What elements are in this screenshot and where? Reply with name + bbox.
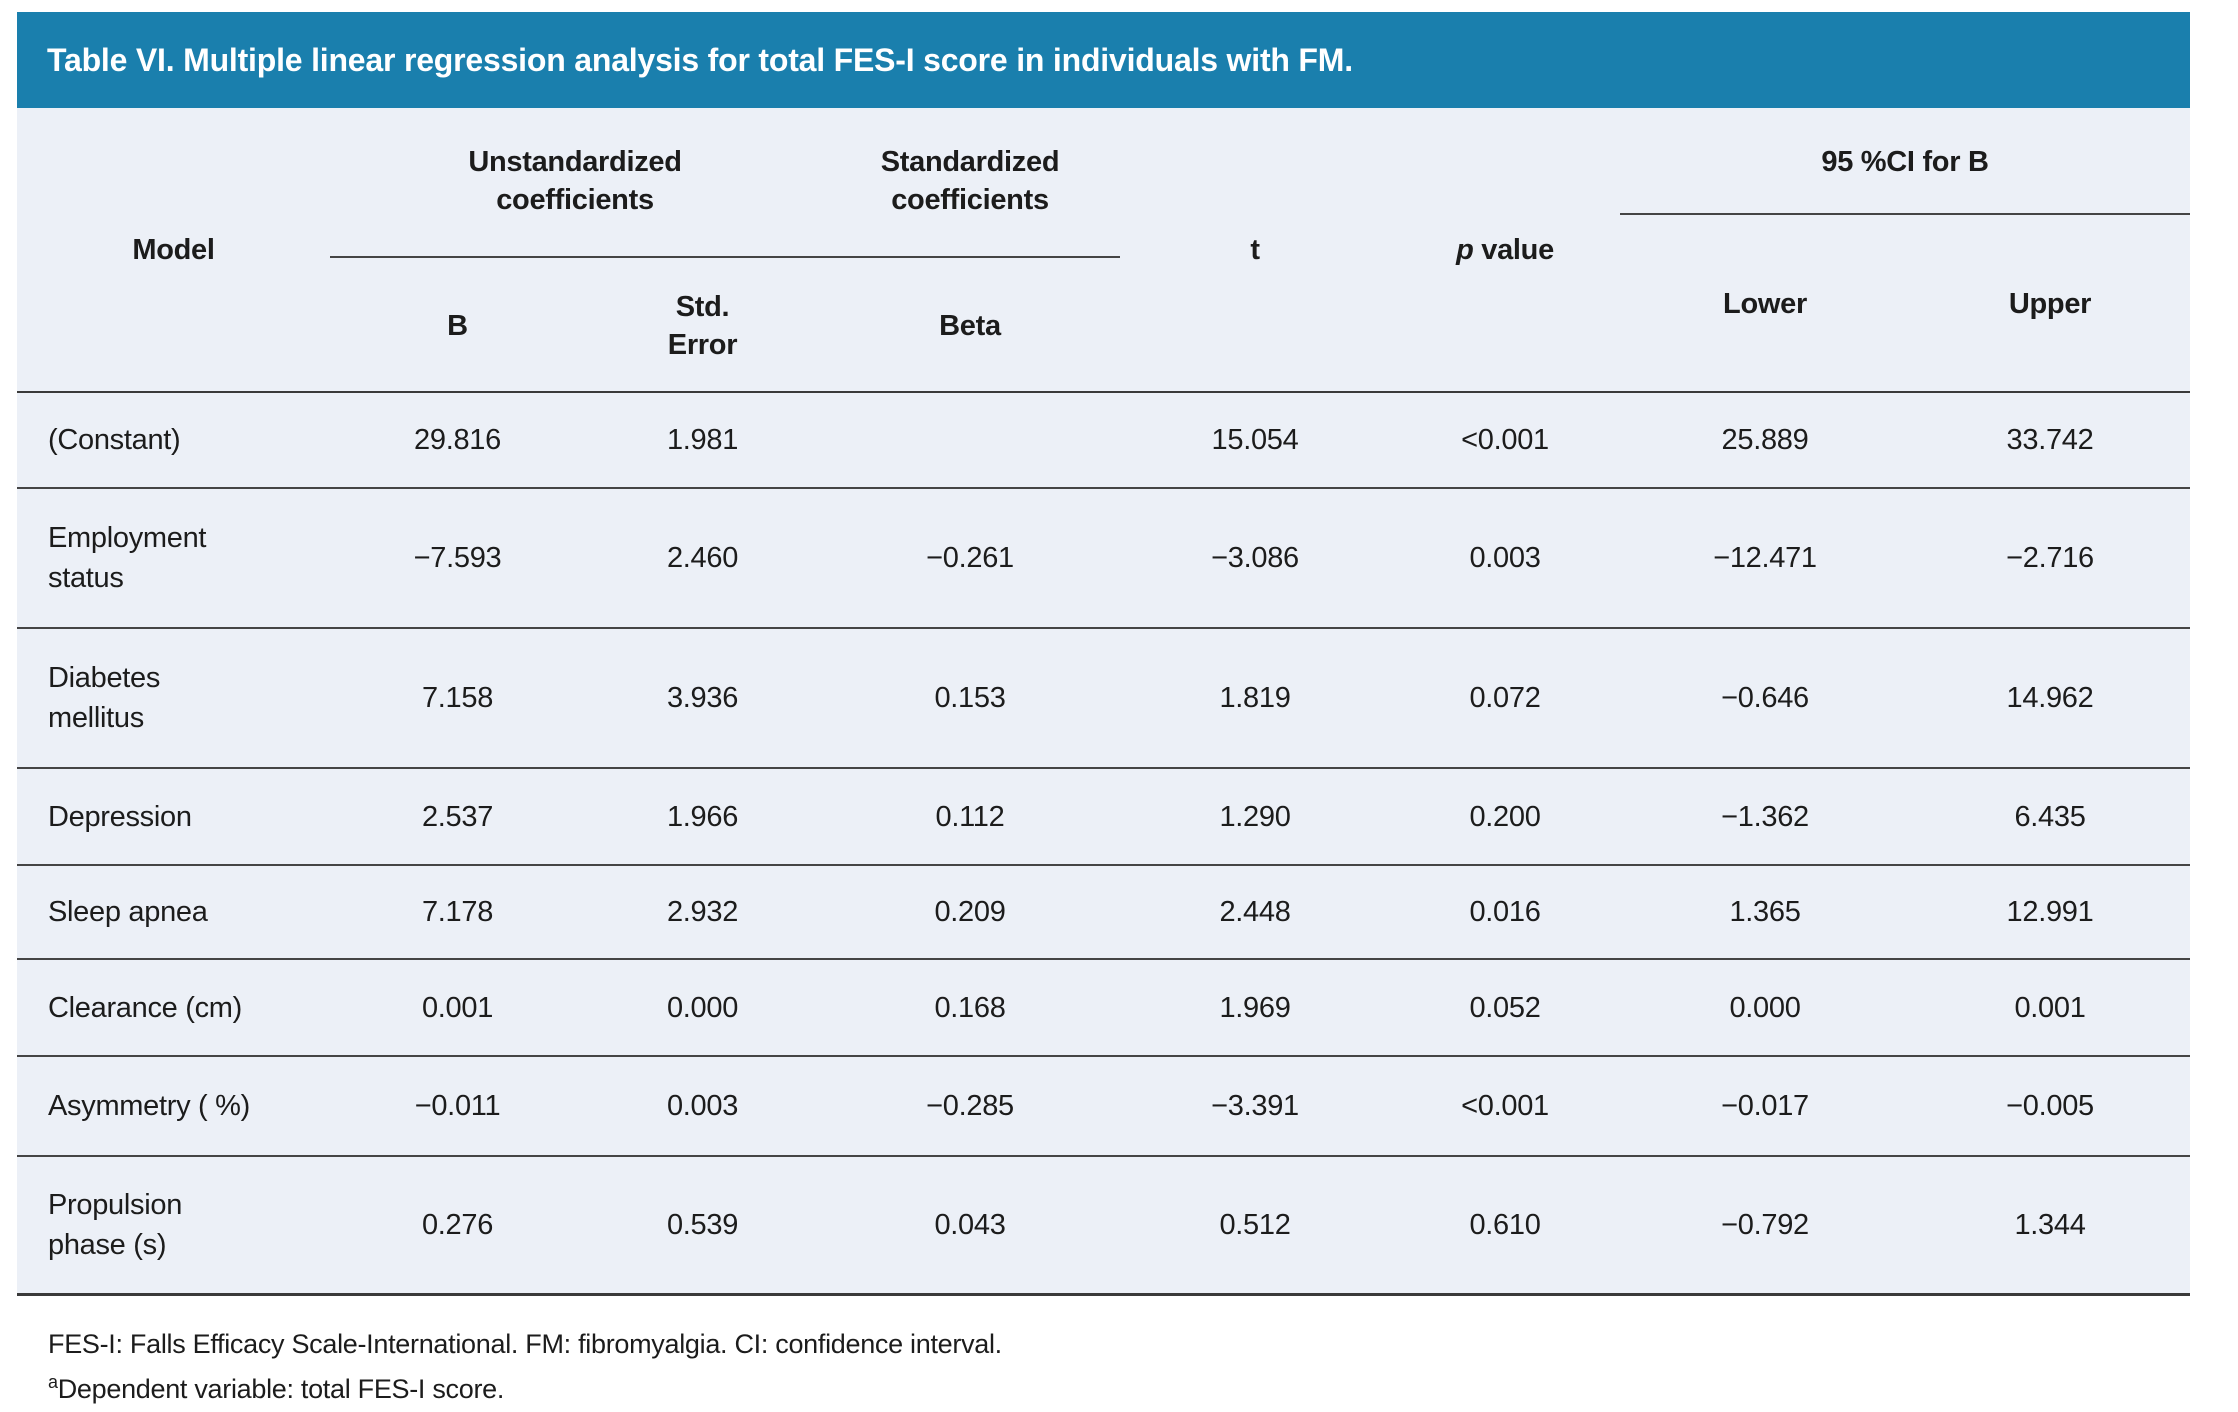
cell-b: −7.593: [413, 542, 502, 574]
cell-std-error: 0.539: [666, 1209, 739, 1241]
cell-p-value: 0.072: [1469, 682, 1541, 714]
column-header-beta: Beta: [939, 310, 1001, 342]
cell-lower: −0.646: [1721, 682, 1809, 714]
column-header-lower: Lower: [1723, 288, 1807, 320]
cell-model: Asymmetry ( %): [48, 1090, 251, 1122]
cell-std-error: 1.966: [666, 800, 739, 833]
column-header-t: t: [1250, 234, 1260, 266]
cell-t: 1.819: [1219, 682, 1291, 714]
cell-upper: 6.435: [2014, 800, 2086, 833]
cell-lower: 25.889: [1721, 424, 1809, 456]
column-group-ci: 95 %CI for B: [1821, 146, 1989, 178]
column-header-upper: Upper: [2008, 288, 2092, 320]
cell-b: 29.816: [414, 424, 501, 456]
cell-std-error: 0.003: [666, 1090, 739, 1122]
table-title-bar: Table VI. Multiple linear regression ana…: [17, 12, 2190, 108]
footnote-marker-a: a: [48, 1372, 58, 1392]
ci-spanner-rule: [1620, 213, 2190, 215]
cell-lower: −1.362: [1721, 800, 1809, 833]
footnote-abbreviations: FES-I: Falls Efficacy Scale-Internationa…: [48, 1329, 1002, 1359]
coefficients-spanner-rule: [330, 256, 1120, 258]
cell-upper: 12.991: [2006, 896, 2094, 928]
table-row: (Constant) 29.816 1.981 15.054 <0.001 25…: [17, 393, 2190, 487]
cell-model: Diabetes mellitus: [48, 662, 161, 734]
table-title: Table VI. Multiple linear regression ana…: [47, 41, 1353, 78]
cell-beta: −0.285: [926, 1090, 1014, 1122]
footnote-dependent-variable: aDependent variable: total FES-I score.: [48, 1372, 505, 1404]
column-header-std-error: Std. Error: [667, 291, 738, 361]
column-header-model: Model: [132, 234, 215, 266]
table-row: Propulsion phase (s) 0.276 0.539 0.043 0…: [17, 1155, 2190, 1293]
table-row: Asymmetry ( %) −0.011 0.003 −0.285 −3.39…: [17, 1055, 2190, 1155]
table-rows: (Constant) 29.816 1.981 15.054 <0.001 25…: [17, 391, 2190, 1296]
cell-upper: 33.742: [2006, 424, 2094, 456]
column-header-b: B: [447, 310, 468, 342]
column-header-p-value: p value: [1456, 234, 1554, 266]
cell-beta: 0.153: [934, 682, 1006, 714]
cell-std-error: 1.981: [666, 424, 739, 456]
cell-upper: 0.001: [2014, 991, 2086, 1024]
cell-beta: 0.112: [935, 800, 1005, 833]
table-row: Clearance (cm) 0.001 0.000 0.168 1.969 0…: [17, 958, 2190, 1055]
cell-model: Propulsion phase (s): [48, 1189, 183, 1261]
cell-b: 0.001: [421, 991, 494, 1024]
cell-model: Sleep apnea: [48, 896, 208, 928]
table-row: Diabetes mellitus 7.158 3.936 0.153 1.81…: [17, 627, 2190, 767]
cell-t: 1.969: [1219, 991, 1291, 1024]
cell-beta: 0.209: [934, 896, 1006, 928]
cell-t: 0.512: [1219, 1209, 1291, 1241]
cell-t: 2.448: [1219, 896, 1291, 928]
cell-upper: 1.344: [2014, 1209, 2086, 1241]
cell-p-value: <0.001: [1461, 1090, 1549, 1122]
cell-lower: −0.792: [1721, 1209, 1809, 1241]
cell-lower: −12.471: [1713, 542, 1817, 574]
table-row: Depression 2.537 1.966 0.112 1.290 0.200…: [17, 767, 2190, 864]
cell-b: −0.011: [414, 1090, 501, 1122]
cell-b: 0.276: [421, 1209, 494, 1241]
cell-p-value: <0.001: [1461, 424, 1549, 456]
cell-p-value: 0.200: [1469, 800, 1541, 833]
cell-model: Clearance (cm): [48, 991, 243, 1024]
cell-t: 1.290: [1219, 800, 1291, 833]
cell-std-error: 0.000: [666, 991, 739, 1024]
table-row: Sleep apnea 7.178 2.932 0.209 2.448 0.01…: [17, 864, 2190, 958]
regression-table: Table VI. Multiple linear regression ana…: [17, 12, 2190, 1412]
column-group-unstandardized: Unstandardized coefficients: [468, 146, 682, 216]
cell-std-error: 3.936: [666, 682, 739, 714]
cell-std-error: 2.460: [666, 542, 739, 574]
table-content: Model Unstandardized coefficients Standa…: [17, 108, 2190, 1296]
cell-model: Employment status: [48, 522, 207, 594]
cell-t: −3.086: [1211, 542, 1299, 574]
cell-beta: −0.261: [926, 542, 1014, 574]
cell-b: 7.158: [421, 682, 494, 714]
cell-b: 2.537: [421, 800, 494, 833]
cell-model: (Constant): [48, 424, 181, 456]
table-row: Employment status −7.593 2.460 −0.261 −3…: [17, 487, 2190, 627]
cell-b: 7.178: [421, 896, 494, 928]
cell-beta: 0.168: [934, 991, 1006, 1024]
cell-beta: 0.043: [934, 1209, 1006, 1241]
cell-t: 15.054: [1211, 424, 1299, 456]
cell-lower: 1.365: [1729, 896, 1801, 928]
cell-p-value: 0.016: [1469, 896, 1541, 928]
column-group-standardized: Standardized coefficients: [880, 146, 1060, 216]
cell-p-value: 0.003: [1469, 542, 1541, 574]
cell-model: Depression: [48, 800, 192, 833]
cell-lower: 0.000: [1729, 991, 1801, 1024]
cell-lower: −0.017: [1721, 1090, 1809, 1122]
cell-p-value: 0.610: [1469, 1209, 1541, 1241]
table-header: Model Unstandardized coefficients Standa…: [17, 108, 2190, 391]
cell-t: −3.391: [1211, 1090, 1299, 1122]
cell-p-value: 0.052: [1469, 991, 1541, 1024]
cell-std-error: 2.932: [666, 896, 739, 928]
cell-upper: −2.716: [2006, 542, 2094, 574]
table-footnotes: FES-I: Falls Efficacy Scale-Internationa…: [17, 1296, 2190, 1412]
cell-upper: 14.962: [2006, 682, 2094, 714]
cell-upper: −0.005: [2006, 1090, 2094, 1122]
